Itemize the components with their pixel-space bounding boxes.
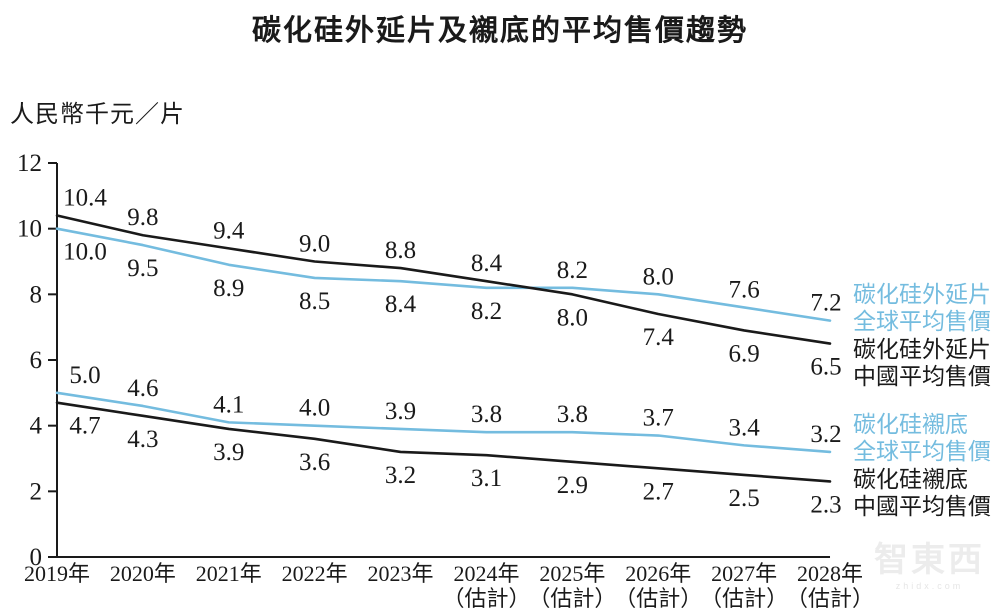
value-label: 3.8 [557, 401, 588, 428]
value-label: 2.9 [557, 472, 588, 499]
value-label: 8.5 [299, 288, 330, 315]
value-label: 9.8 [127, 204, 158, 231]
x-axis-label-note: （估計） [614, 586, 702, 611]
value-label: 4.0 [299, 395, 330, 422]
x-axis-label: 2022年 [282, 561, 348, 586]
value-label: 4.7 [69, 413, 100, 440]
legend-line: 碳化硅襯底 [853, 467, 968, 492]
series-line [55, 214, 832, 345]
x-axis-label: 2028年 [797, 561, 863, 586]
value-label: 3.4 [728, 414, 760, 441]
y-tick-label: 8 [30, 281, 43, 308]
value-label: 2.3 [810, 491, 841, 518]
x-axis-label: 2026年 [625, 561, 691, 586]
value-label: 3.6 [299, 449, 330, 476]
value-label: 2.5 [728, 485, 759, 512]
legend-substrate-china: 碳化硅襯底 中國平均售價 [853, 466, 1000, 520]
value-label: 3.2 [385, 462, 416, 489]
y-tick-label: 2 [30, 478, 43, 505]
value-label: 3.7 [643, 405, 674, 432]
value-label: 8.4 [385, 291, 417, 318]
y-tick-label: 12 [17, 150, 42, 177]
value-label: 8.0 [643, 263, 674, 290]
legend-line: 全球平均售價 [853, 439, 991, 464]
y-tick-label: 4 [30, 413, 43, 440]
legend-line: 碳化硅外延片 [853, 337, 991, 362]
x-axis-label: 2020年 [110, 561, 176, 586]
legend-line: 碳化硅襯底 [853, 412, 968, 437]
value-label: 9.0 [299, 231, 330, 258]
x-axis-label: 2023年 [368, 561, 434, 586]
value-label: 5.0 [69, 362, 100, 389]
value-label: 2.7 [643, 478, 674, 505]
value-label: 8.0 [557, 304, 588, 331]
value-label: 3.9 [385, 398, 416, 425]
y-tick-label: 6 [30, 347, 43, 374]
value-label: 4.3 [127, 426, 158, 453]
x-axis-label-note: （估計） [786, 586, 874, 611]
value-label: 7.6 [728, 276, 759, 303]
value-label: 3.8 [471, 401, 502, 428]
value-label: 8.9 [213, 275, 244, 302]
value-label: 4.1 [213, 391, 244, 418]
value-label: 7.2 [810, 290, 841, 317]
value-label: 10.4 [63, 185, 107, 212]
value-label: 3.2 [810, 421, 841, 448]
value-label: 3.1 [471, 465, 502, 492]
value-label: 4.6 [127, 375, 158, 402]
legend-epitaxial-global: 碳化硅外延片 全球平均售價 [853, 281, 1000, 335]
legend-line: 中國平均售價 [853, 494, 991, 519]
value-label: 8.2 [557, 257, 588, 284]
y-tick-label: 0 [30, 544, 43, 571]
legend-line: 碳化硅外延片 [853, 282, 991, 307]
series-line [55, 401, 832, 483]
chart-title: 碳化硅外延片及襯底的平均售價趨勢 [251, 15, 748, 47]
value-label: 8.2 [471, 298, 502, 325]
value-label: 6.9 [728, 340, 759, 367]
x-axis-label: 2025年 [539, 561, 605, 586]
x-axis-label-note: （估計） [528, 586, 616, 611]
value-label: 7.4 [643, 324, 675, 351]
x-axis-label: 2024年 [453, 561, 519, 586]
value-label: 3.9 [213, 439, 244, 466]
x-axis-label: 2019年 [24, 561, 90, 586]
value-label: 10.0 [63, 239, 107, 266]
x-axis-label-note: （估計） [700, 586, 788, 611]
legend-substrate-global: 碳化硅襯底 全球平均售價 [853, 411, 1000, 465]
value-label: 6.5 [810, 354, 841, 381]
y-tick-label: 10 [17, 216, 42, 243]
x-axis-label-note: （估計） [442, 586, 530, 611]
value-label: 8.8 [385, 237, 416, 264]
value-label: 9.4 [213, 217, 245, 244]
legend-epitaxial-china: 碳化硅外延片 中國平均售價 [853, 336, 1000, 390]
legend-line: 全球平均售價 [853, 309, 991, 334]
value-label: 9.5 [127, 255, 158, 282]
y-axis-unit-label: 人民幣千元／片 [10, 102, 185, 128]
series-line [55, 227, 832, 322]
x-axis-label: 2027年 [711, 561, 777, 586]
series-line [55, 391, 832, 454]
x-axis-label: 2021年 [196, 561, 262, 586]
value-label: 8.4 [471, 250, 503, 277]
legend-line: 中國平均售價 [853, 364, 991, 389]
